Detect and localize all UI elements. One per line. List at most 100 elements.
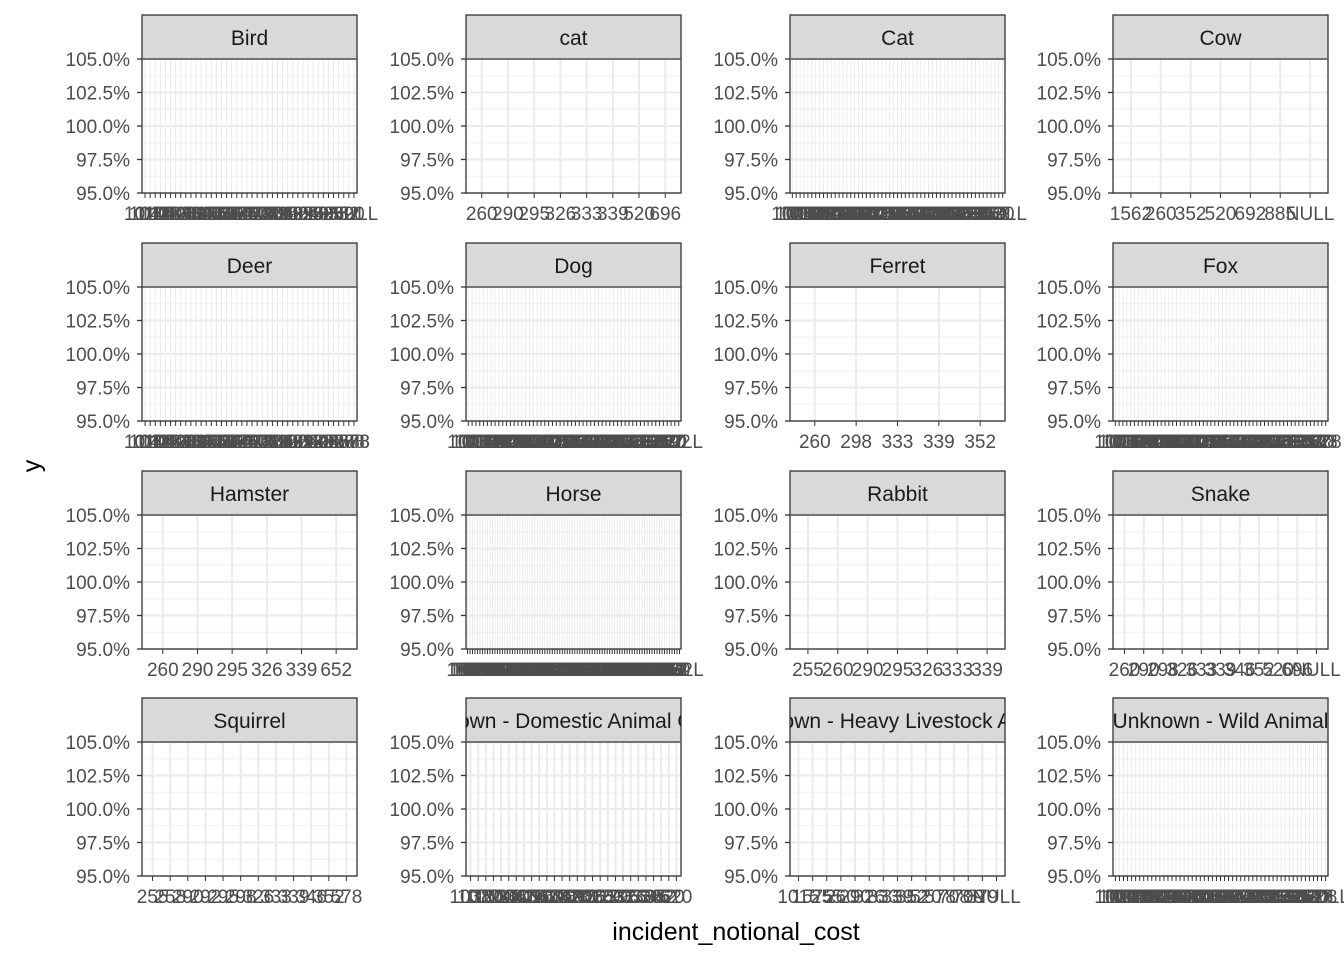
y-tick-label: 102.5% (390, 312, 455, 333)
x-tick-label: 1236 (493, 432, 535, 453)
x-tick-label: 352 (1175, 204, 1207, 225)
x-tick-label: 2445 (307, 432, 349, 453)
x-tick-label: 1360 (1167, 432, 1209, 453)
x-tick-label: 1836 (1244, 887, 1286, 908)
x-tick-label: 352 (328, 204, 360, 225)
x-tick-label: 1316 (175, 204, 217, 225)
x-tick-label: 578 (1302, 887, 1334, 908)
x-tick-label: 1964 (277, 204, 320, 225)
x-tick-label: 1720 (584, 660, 626, 681)
x-tick-label: 1360 (524, 660, 566, 681)
y-tick-label: 105.0% (390, 50, 455, 71)
facet-panel: Fox95.0%97.5%100.0%102.5%105.0%100010141… (1037, 242, 1342, 453)
x-tick-label: 1248 (822, 204, 864, 225)
y-tick-label: 95.0% (400, 867, 454, 888)
x-tick-label: 1640 (566, 432, 608, 453)
y-tick-label: 100.0% (1037, 800, 1102, 821)
x-tick-label: 333 (868, 887, 900, 908)
x-tick-label: 1440 (861, 204, 903, 225)
x-tick-label: 1300 (488, 887, 530, 908)
facet-strip (1112, 242, 1329, 288)
x-tick-label: 1128 (1118, 432, 1159, 453)
y-tick-label: 97.5% (76, 379, 130, 400)
x-tick-label: 1690 (533, 887, 575, 908)
x-tick-label: 346 (295, 887, 327, 908)
x-tick-label: 652 (320, 660, 352, 681)
x-tick-label: 1836 (915, 204, 957, 225)
x-tick-label: 1260 (1148, 432, 1190, 453)
x-tick-label: 1184 (1129, 432, 1170, 453)
x-tick-label: 295 (308, 204, 340, 225)
x-tick-label: 1804 (251, 204, 294, 225)
x-tick-label: 2120 (292, 432, 334, 453)
x-tick-label: 520 (983, 204, 1015, 225)
y-tick-label: 102.5% (714, 84, 779, 105)
x-tick-label: 1404 (531, 660, 574, 681)
x-tick-label: 1868 (1248, 887, 1290, 908)
x-tick-label: 1964 (621, 660, 664, 681)
x-tick-label: 1476 (539, 432, 581, 453)
x-tick-label: 1236 (1140, 432, 1182, 453)
y-tick-label: 105.0% (66, 278, 131, 299)
x-tick-label: 1544 (876, 204, 919, 225)
x-tick-label: 1248 (501, 660, 543, 681)
x-tick-label: 333 (941, 660, 973, 681)
x-tick-label: 1104 (467, 432, 508, 453)
x-tick-label: 1044 (1106, 432, 1149, 453)
y-tick-label: 105.0% (390, 733, 455, 754)
x-tick-label: 520 (1298, 887, 1330, 908)
x-tick-label: 1038 (455, 432, 497, 453)
x-tick-label: 1150 (1123, 887, 1164, 908)
x-tick-label: 1044 (129, 432, 172, 453)
x-tick-label: 696 (649, 204, 681, 225)
x-tick-label: 1576 (216, 204, 258, 225)
x-tick-label: 260 (628, 432, 660, 453)
x-tick-label: 1512 (551, 660, 593, 681)
x-tick-label: 1740 (904, 204, 946, 225)
y-tick-label: 102.5% (390, 767, 455, 788)
x-tick-label: 1740 (586, 660, 628, 681)
x-tick-label: 1288 (505, 432, 547, 453)
x-tick-label: 1184 (482, 432, 523, 453)
x-tick-label: 352 (964, 432, 996, 453)
x-tick-label: 692 (659, 432, 691, 453)
x-tick-label: 352 (1294, 887, 1326, 908)
y-tick-label: 97.5% (724, 379, 778, 400)
y-tick-label: 105.0% (390, 278, 455, 299)
x-tick-label: 1128 (471, 432, 512, 453)
x-tick-label: 255 (625, 432, 657, 453)
x-tick-label: 295 (1283, 432, 1315, 453)
x-tick-label: 1340 (180, 204, 222, 225)
y-tick-label: 102.5% (66, 312, 131, 333)
facet-panel: cat 95.0% 97.5% 100.0% 102.5% 105.0% 260290295… (390, 14, 682, 225)
x-tick-label: 326 (853, 887, 885, 908)
x-tick-label: 339 (323, 204, 355, 225)
x-tick-label: 1160 (1125, 432, 1166, 453)
x-tick-label: 1104 (135, 204, 176, 225)
y-tick-label: 97.5% (400, 834, 454, 855)
x-tick-label: 352 (1298, 432, 1330, 453)
x-tick-label: 1900 (267, 204, 309, 225)
x-tick-label: 352 (1243, 660, 1275, 681)
x-tick-label: 1836 (601, 660, 643, 681)
x-tick-label: 1160 (1127, 887, 1168, 908)
facet-strip-label: Ferret (869, 255, 925, 278)
x-tick-label: 1740 (241, 204, 283, 225)
x-tick-label: 1014 (124, 432, 167, 453)
x-tick-label: 1184 (807, 204, 848, 225)
x-tick-label: 1300 (508, 432, 550, 453)
x-tick-label: 1790 (594, 660, 636, 681)
facet-strip-label: Hamster (210, 483, 289, 506)
y-tick-label: 100.0% (1037, 345, 1102, 366)
x-tick-label: 295 (518, 204, 550, 225)
x-tick-label: 1330 (516, 660, 558, 681)
x-tick-label: 1772 (581, 432, 623, 453)
y-tick-label: 105.0% (1037, 733, 1102, 754)
x-tick-label: 1512 (205, 204, 247, 225)
x-tick-label: 1200 (489, 660, 531, 681)
x-tick-label: 290 (632, 432, 664, 453)
y-tick-label: 100.0% (714, 117, 779, 138)
x-tick-label: 1376 (185, 432, 227, 453)
x-tick-label: 255 (292, 204, 324, 225)
